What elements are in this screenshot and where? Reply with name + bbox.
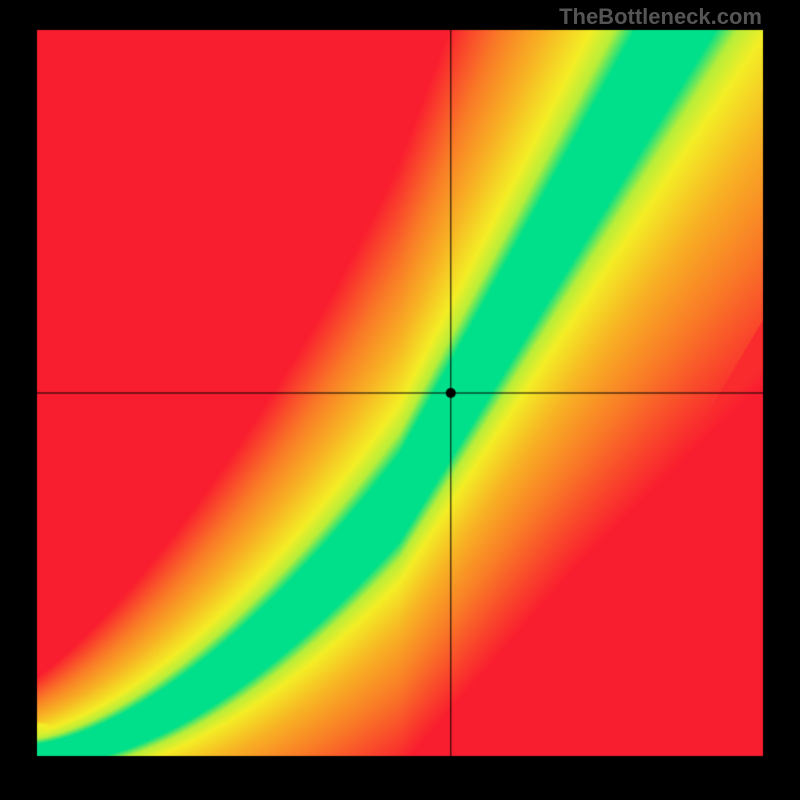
bottleneck-heatmap xyxy=(0,0,800,800)
watermark-text: TheBottleneck.com xyxy=(559,4,762,30)
